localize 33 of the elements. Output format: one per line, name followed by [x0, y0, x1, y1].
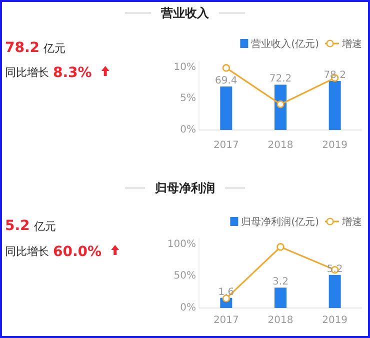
x-tick-label: 2017 — [213, 315, 239, 326]
x-tick-label: 2017 — [213, 140, 239, 151]
data-label: 69.4 — [215, 75, 238, 86]
data-label: 78.2 — [324, 70, 346, 81]
x-tick-label: 2019 — [322, 315, 348, 326]
x-tick-label: 2018 — [268, 140, 294, 151]
y-tick-label: 0% — [180, 124, 196, 136]
text: 8.3% — [53, 65, 92, 81]
data-label: 72.2 — [269, 74, 292, 85]
legend-label: 归母净利润(亿元) — [241, 216, 320, 228]
text: 5.2 — [5, 218, 30, 234]
point — [276, 100, 284, 108]
text: 亿元 — [32, 220, 56, 233]
point — [276, 243, 284, 251]
y-tick-label: 10% — [174, 62, 196, 73]
legend-label: 增速 — [341, 38, 362, 50]
text: 78.2 — [5, 40, 40, 56]
point — [222, 64, 230, 72]
y-tick-label: 0% — [180, 302, 196, 314]
chart-title: 营业收入 — [160, 6, 210, 20]
text: 60.0% — [53, 244, 102, 260]
x-tick-label: 2018 — [268, 315, 294, 326]
data-label: 3.2 — [272, 276, 288, 288]
text: 同比增长 — [5, 66, 49, 79]
legend-label: 营业收入(亿元) — [251, 38, 320, 50]
text: 亿元 — [42, 42, 66, 55]
y-tick-label: 50% — [174, 270, 196, 282]
legend-label: 增速 — [341, 216, 362, 228]
text: 同比增长 — [5, 245, 49, 258]
y-tick-label: 5% — [180, 93, 196, 104]
y-tick-label: 100% — [167, 238, 196, 250]
x-tick-label: 2019 — [322, 140, 348, 151]
chart-title: 归母净利润 — [154, 181, 215, 195]
